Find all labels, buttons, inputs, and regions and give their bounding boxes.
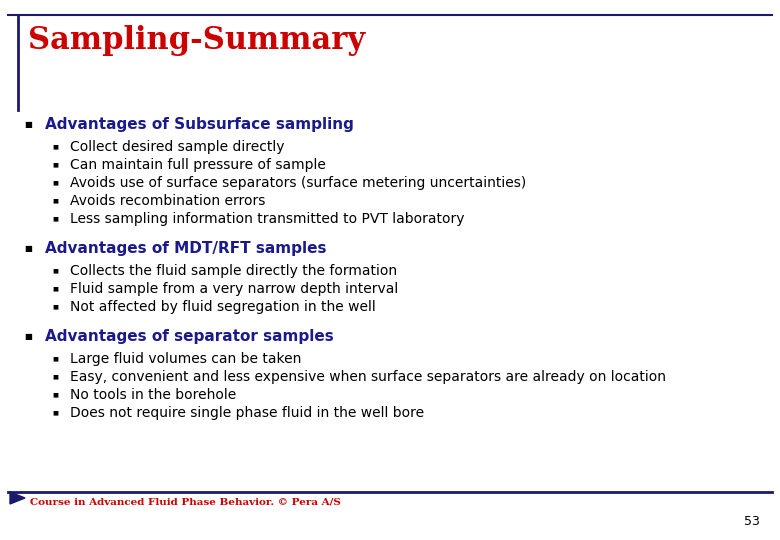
Text: ■: ■ — [24, 333, 32, 341]
Text: ■: ■ — [52, 356, 58, 361]
Text: ■: ■ — [24, 120, 32, 130]
Text: ■: ■ — [52, 305, 58, 309]
Text: Sampling-Summary: Sampling-Summary — [28, 25, 365, 56]
Text: Large fluid volumes can be taken: Large fluid volumes can be taken — [70, 352, 301, 366]
Polygon shape — [10, 492, 25, 504]
Text: 53: 53 — [744, 515, 760, 528]
Text: Collect desired sample directly: Collect desired sample directly — [70, 140, 285, 154]
Text: ■: ■ — [52, 180, 58, 186]
Text: Does not require single phase fluid in the well bore: Does not require single phase fluid in t… — [70, 406, 424, 420]
Text: Advantages of MDT/RFT samples: Advantages of MDT/RFT samples — [45, 241, 327, 256]
Text: ■: ■ — [52, 375, 58, 380]
Text: ■: ■ — [52, 163, 58, 167]
Text: Advantages of Subsurface sampling: Advantages of Subsurface sampling — [45, 118, 354, 132]
Text: Fluid sample from a very narrow depth interval: Fluid sample from a very narrow depth in… — [70, 282, 399, 296]
Text: Advantages of separator samples: Advantages of separator samples — [45, 329, 334, 345]
Text: ■: ■ — [52, 393, 58, 397]
Text: Less sampling information transmitted to PVT laboratory: Less sampling information transmitted to… — [70, 212, 465, 226]
Text: Course in Advanced Fluid Phase Behavior. © Pera A/S: Course in Advanced Fluid Phase Behavior.… — [30, 497, 341, 507]
Text: Avoids use of surface separators (surface metering uncertainties): Avoids use of surface separators (surfac… — [70, 176, 527, 190]
Text: No tools in the borehole: No tools in the borehole — [70, 388, 236, 402]
Text: ■: ■ — [52, 199, 58, 204]
Text: Avoids recombination errors: Avoids recombination errors — [70, 194, 265, 208]
Text: ■: ■ — [52, 268, 58, 273]
Text: Not affected by fluid segregation in the well: Not affected by fluid segregation in the… — [70, 300, 376, 314]
Text: ■: ■ — [52, 287, 58, 292]
Text: ■: ■ — [52, 217, 58, 221]
Text: Can maintain full pressure of sample: Can maintain full pressure of sample — [70, 158, 326, 172]
Text: Collects the fluid sample directly the formation: Collects the fluid sample directly the f… — [70, 264, 397, 278]
Text: ■: ■ — [52, 145, 58, 150]
Text: Easy, convenient and less expensive when surface separators are already on locat: Easy, convenient and less expensive when… — [70, 370, 666, 384]
Text: ■: ■ — [24, 245, 32, 253]
Text: ■: ■ — [52, 410, 58, 415]
